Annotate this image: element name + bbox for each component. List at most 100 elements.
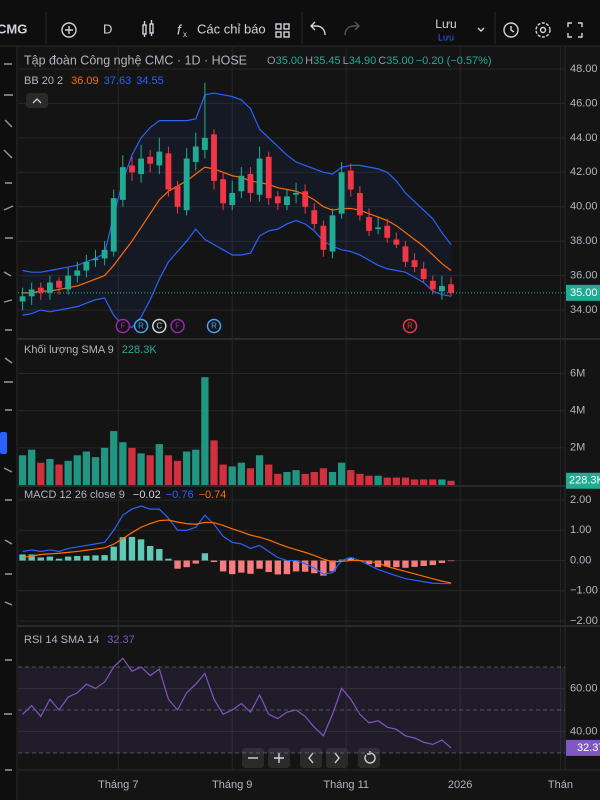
candle-body xyxy=(220,179,227,204)
macd-histogram xyxy=(292,560,300,572)
macd-histogram xyxy=(64,556,72,561)
undo-button[interactable] xyxy=(310,21,326,36)
legend-text: Tập đoàn Công nghệ CMC · 1D · HOSE xyxy=(24,53,247,67)
volume-bar xyxy=(82,451,91,485)
save-button[interactable]: Lưu xyxy=(435,17,456,31)
volume-bar xyxy=(219,464,227,485)
interval-button[interactable]: D xyxy=(103,21,112,36)
macd-histogram xyxy=(320,560,327,576)
active-tool[interactable] xyxy=(0,432,7,454)
indicators-button[interactable]: Các chỉ báo xyxy=(197,21,266,36)
candle-body xyxy=(156,151,163,166)
legend-text: 34.90 xyxy=(349,55,377,67)
macd-histogram xyxy=(238,560,245,573)
bb-lower xyxy=(22,219,452,328)
macd-histogram xyxy=(374,560,382,568)
macd-histogram xyxy=(384,560,391,567)
candle-body xyxy=(119,167,126,200)
candle-body xyxy=(302,191,309,207)
x-tick-label: Tháng 11 xyxy=(323,779,369,791)
volume-bar xyxy=(356,473,364,485)
x-tick-label: Tháng 7 xyxy=(98,779,138,791)
volume-bar xyxy=(319,468,328,485)
event-label: F xyxy=(175,322,180,331)
volume-bar xyxy=(183,451,191,485)
y-tick-label: 42.00 xyxy=(570,166,598,178)
symbol[interactable]: CMG xyxy=(0,21,27,36)
macd-histogram xyxy=(347,557,354,561)
candle-body xyxy=(375,227,382,230)
candle-body xyxy=(101,249,108,259)
volume-bar xyxy=(119,442,127,485)
candle-body xyxy=(165,153,172,190)
fx-icon-x[interactable]: x xyxy=(183,30,187,39)
candle-body xyxy=(284,196,290,206)
macd-histogram xyxy=(192,560,199,564)
volume-bar xyxy=(283,471,291,485)
drawing-tools[interactable] xyxy=(3,63,14,771)
macd-histogram xyxy=(28,554,35,561)
event-label: C xyxy=(156,322,162,331)
volume-bar xyxy=(100,447,109,485)
settings-button[interactable] xyxy=(535,22,551,38)
legend-text: 35.45 xyxy=(313,55,341,67)
macd-histogram xyxy=(55,558,63,561)
candle-body xyxy=(28,289,35,297)
candle-body xyxy=(411,260,418,268)
legend-text: 36.09 xyxy=(71,75,99,87)
x-tick-label: 2026 xyxy=(448,779,472,791)
event-marker xyxy=(133,318,149,334)
rsi-tag xyxy=(566,739,600,756)
macd-histogram xyxy=(301,560,309,572)
y-tick-label: 38.00 xyxy=(570,235,598,247)
add-symbol-button[interactable] xyxy=(61,22,77,38)
alert-button[interactable] xyxy=(503,22,519,38)
macd-histogram xyxy=(165,558,172,561)
candle-body xyxy=(338,172,345,214)
fx-icon[interactable]: f xyxy=(177,22,183,38)
volume-bar xyxy=(55,464,63,485)
legend-text: 228.3K xyxy=(122,344,158,356)
y-tick-label: 40.00 xyxy=(570,201,598,213)
chart-type-button[interactable] xyxy=(142,20,154,37)
volume-bar xyxy=(73,455,81,485)
event-label: R xyxy=(407,322,413,331)
volume-bar xyxy=(164,455,173,485)
save-status: Lưu xyxy=(438,32,454,42)
volume-bar xyxy=(46,458,54,485)
legend-text: L xyxy=(343,55,349,67)
macd-histogram xyxy=(365,560,373,565)
candle-body xyxy=(247,174,254,193)
macd-histogram xyxy=(265,560,272,573)
save-menu[interactable] xyxy=(477,27,485,32)
plot: Tháng 7 Tháng 9 Tháng 11 2026 Thán 34.00 36.00… xyxy=(17,47,600,791)
macd-histogram xyxy=(283,560,291,575)
volume-bar xyxy=(64,460,72,485)
fullscreen-button[interactable] xyxy=(567,22,583,38)
legend-text: −0.20 (−0.57%) xyxy=(416,55,492,67)
candle-body xyxy=(429,280,436,290)
macd-histogram xyxy=(46,556,54,561)
candle-body xyxy=(192,146,199,162)
last-price-label: 35.00 xyxy=(570,287,598,299)
volume-bar xyxy=(365,475,373,485)
candle-body xyxy=(211,134,217,181)
legend-text: 35.00 xyxy=(386,55,414,67)
event-marker xyxy=(152,318,167,334)
volume-bar xyxy=(447,480,455,485)
volume-bar xyxy=(28,449,36,485)
legend-text: C xyxy=(378,55,386,67)
volume-bar xyxy=(337,462,346,485)
y-tick-label: −2.00 xyxy=(570,615,598,627)
templates-button[interactable] xyxy=(275,23,290,38)
volume-bar xyxy=(310,471,318,485)
volume-bar xyxy=(246,468,255,485)
candle-body xyxy=(65,275,72,290)
volume-bar xyxy=(192,449,200,485)
candle-body xyxy=(347,170,354,190)
macd-histogram xyxy=(110,546,117,561)
candle-body xyxy=(420,268,427,280)
legend-text: BB 20 2 xyxy=(24,75,63,87)
